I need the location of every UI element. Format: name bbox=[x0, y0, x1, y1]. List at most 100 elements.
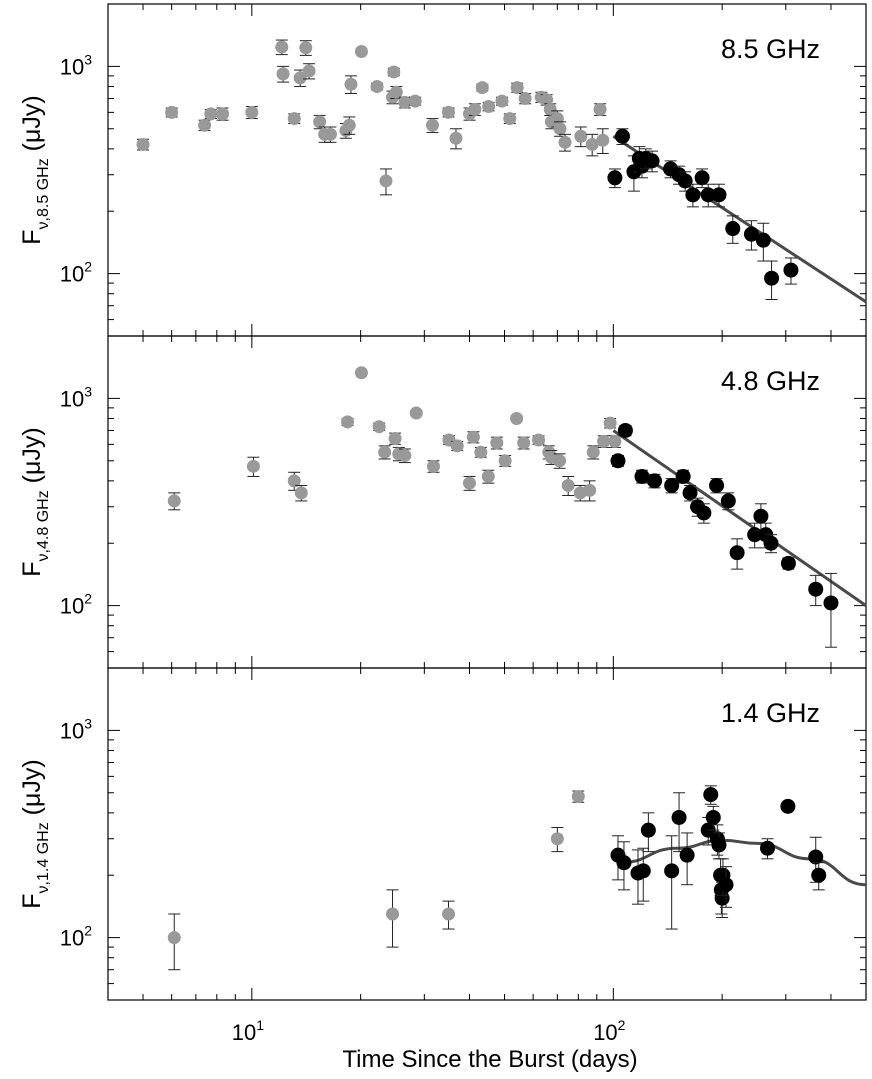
y-tick-label: 103 bbox=[60, 51, 92, 79]
late-data-point bbox=[664, 477, 680, 493]
x-tick-label: 101 bbox=[232, 1017, 264, 1045]
y-tick-label: 103 bbox=[60, 383, 92, 411]
late-data-point bbox=[696, 505, 712, 521]
panel-title: 1.4 GHz bbox=[721, 698, 820, 728]
late-data-point bbox=[783, 262, 799, 278]
late-data-point bbox=[664, 863, 680, 879]
early-data-point bbox=[167, 494, 181, 508]
early-data-point bbox=[216, 107, 230, 121]
y-axis-label: Fν,4.8 GHz (μJy) bbox=[18, 427, 52, 576]
y-tick-label: 102 bbox=[60, 923, 92, 951]
early-data-point bbox=[585, 137, 599, 151]
early-data-point bbox=[426, 459, 440, 473]
panel-3: 102 103 1.4 GHz Fν,1.4 GHz (μJy) bbox=[18, 667, 867, 1001]
early-data-point bbox=[245, 105, 259, 119]
early-data-point bbox=[293, 71, 307, 85]
late-data-point bbox=[714, 890, 730, 906]
late-data-point bbox=[616, 855, 632, 871]
late-data-point bbox=[610, 453, 626, 469]
early-data-point bbox=[553, 454, 567, 468]
early-data-point bbox=[408, 94, 422, 108]
late-data-point bbox=[760, 840, 776, 856]
late-data-point bbox=[720, 493, 736, 509]
y-axis-label: Fν,1.4 GHz (μJy) bbox=[18, 759, 52, 908]
early-data-point bbox=[518, 91, 532, 105]
early-data-point bbox=[574, 129, 588, 143]
early-data-point bbox=[583, 483, 597, 497]
early-data-point bbox=[287, 474, 301, 488]
early-data-point bbox=[503, 112, 517, 126]
late-data-point bbox=[808, 849, 824, 865]
early-data-point bbox=[275, 40, 289, 54]
late-data-point bbox=[763, 535, 779, 551]
early-data-point bbox=[425, 118, 439, 132]
late-data-point bbox=[753, 508, 769, 524]
early-data-point bbox=[294, 486, 308, 500]
early-data-point bbox=[449, 131, 463, 145]
early-data-point bbox=[313, 115, 327, 129]
early-data-point bbox=[378, 445, 392, 459]
late-data-point bbox=[729, 545, 745, 561]
early-data-point bbox=[136, 137, 150, 151]
early-data-point bbox=[299, 41, 313, 55]
early-data-point bbox=[387, 65, 401, 79]
early-data-point bbox=[586, 445, 600, 459]
early-data-point bbox=[561, 478, 575, 492]
early-data-point bbox=[495, 94, 509, 108]
y-tick-label: 102 bbox=[60, 591, 92, 619]
early-data-point bbox=[246, 459, 260, 473]
early-data-point bbox=[596, 133, 610, 147]
early-data-point bbox=[498, 454, 512, 468]
early-data-point bbox=[481, 469, 495, 483]
late-data-point bbox=[718, 877, 734, 893]
early-data-point bbox=[276, 67, 290, 81]
late-data-point bbox=[811, 867, 827, 883]
panel-2: 102 103 4.8 GHz Fν,4.8 GHz (μJy) bbox=[18, 335, 867, 669]
early-data-point bbox=[510, 411, 524, 425]
early-data-point bbox=[388, 432, 402, 446]
early-data-point bbox=[517, 436, 531, 450]
plot-frame bbox=[107, 667, 867, 1001]
early-data-point bbox=[379, 174, 393, 188]
x-axis-label: Time Since the Burst (days) bbox=[342, 1046, 637, 1073]
early-data-point bbox=[398, 95, 412, 109]
early-data-point bbox=[553, 122, 567, 136]
early-data-point bbox=[409, 406, 423, 420]
early-data-point bbox=[608, 434, 622, 448]
early-data-point bbox=[474, 445, 488, 459]
early-data-point bbox=[398, 449, 412, 463]
late-data-point bbox=[808, 581, 824, 597]
late-data-point bbox=[700, 187, 716, 203]
late-data-point bbox=[764, 270, 780, 286]
late-data-point bbox=[780, 555, 796, 571]
late-data-point bbox=[703, 787, 719, 803]
early-data-point bbox=[462, 476, 476, 490]
early-data-point bbox=[370, 79, 384, 93]
late-data-point bbox=[709, 477, 725, 493]
early-data-point bbox=[450, 439, 464, 453]
early-data-point bbox=[468, 102, 482, 116]
late-data-point bbox=[617, 422, 633, 438]
late-data-point bbox=[694, 170, 710, 186]
early-data-point bbox=[167, 931, 181, 945]
early-data-point bbox=[510, 81, 524, 95]
x-tick-label: 102 bbox=[593, 1017, 625, 1045]
late-data-point bbox=[780, 798, 796, 814]
y-tick-label: 103 bbox=[60, 715, 92, 743]
late-data-point bbox=[725, 221, 741, 237]
early-data-point bbox=[475, 81, 489, 95]
late-data-point bbox=[685, 187, 701, 203]
early-data-point bbox=[571, 789, 585, 803]
early-data-point bbox=[603, 416, 617, 430]
early-data-point bbox=[302, 64, 316, 78]
late-data-point bbox=[711, 837, 727, 853]
early-data-point bbox=[389, 85, 403, 99]
early-data-point bbox=[372, 420, 386, 434]
late-data-point bbox=[614, 128, 630, 144]
early-data-point bbox=[354, 366, 368, 380]
late-data-point bbox=[755, 232, 771, 248]
early-data-point bbox=[341, 415, 355, 429]
late-data-point bbox=[640, 822, 656, 838]
late-data-point bbox=[671, 809, 687, 825]
